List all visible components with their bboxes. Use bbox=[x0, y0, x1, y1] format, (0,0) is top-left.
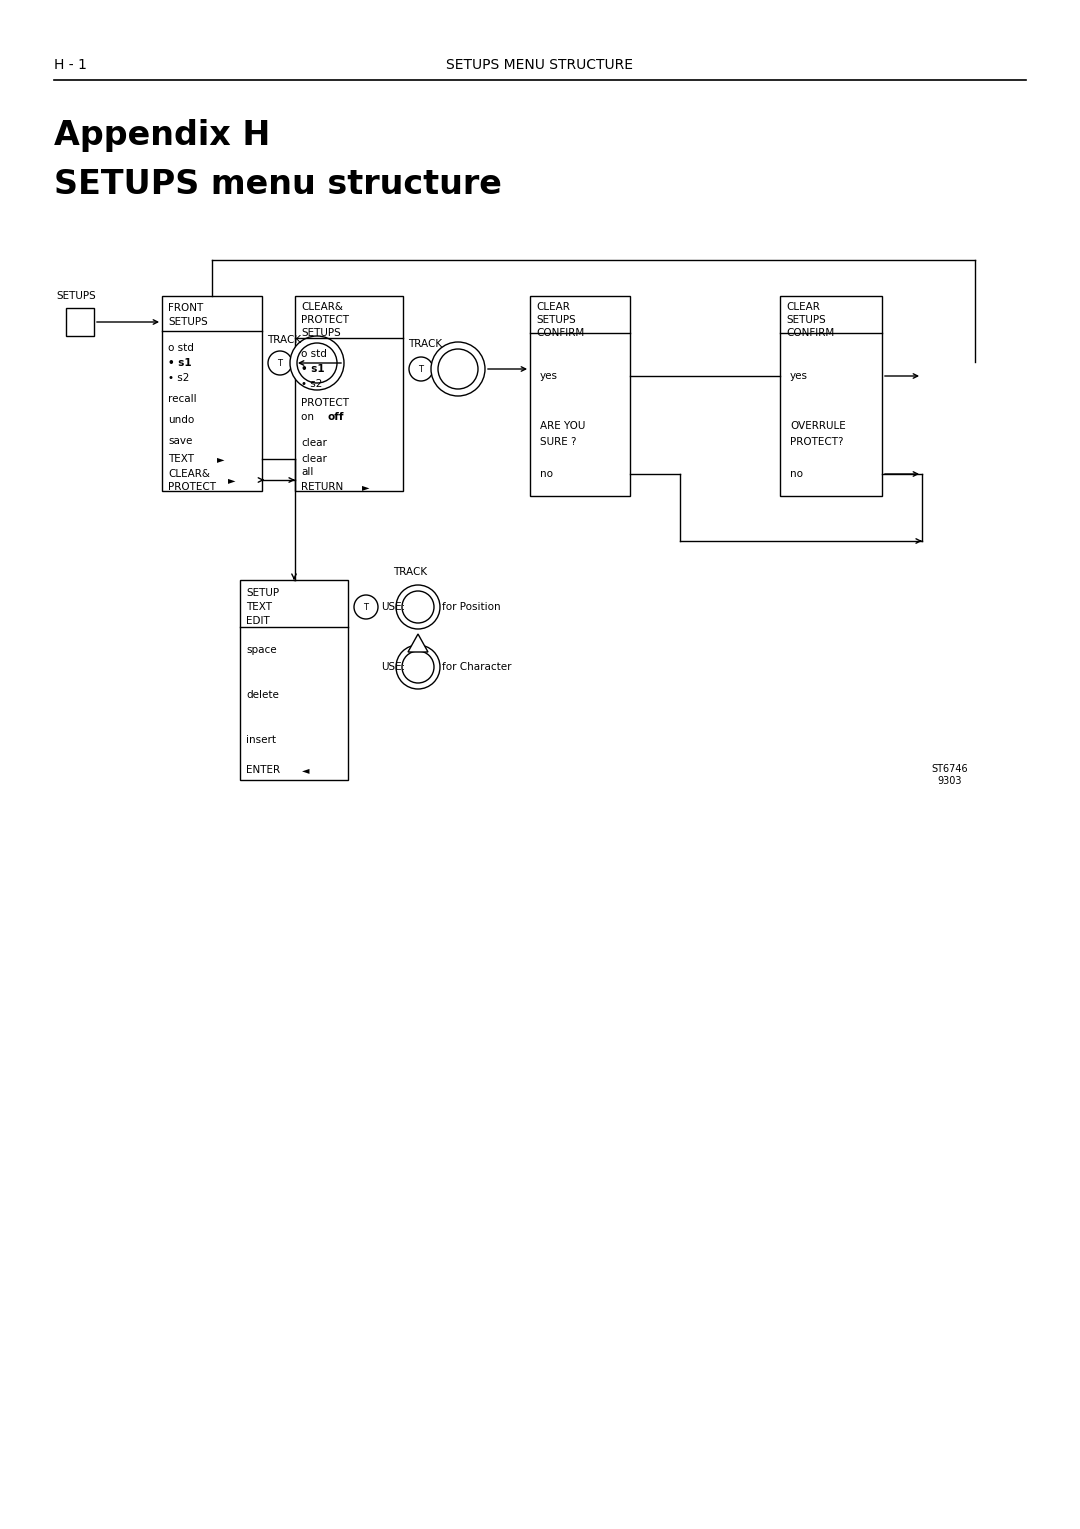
Circle shape bbox=[297, 342, 337, 382]
Text: ►: ► bbox=[228, 476, 235, 485]
Text: SETUPS menu structure: SETUPS menu structure bbox=[54, 168, 502, 202]
Bar bbox=[530, 297, 630, 495]
Text: SETUPS MENU STRUCTURE: SETUPS MENU STRUCTURE bbox=[446, 58, 634, 72]
Circle shape bbox=[291, 336, 345, 390]
Text: T: T bbox=[419, 364, 423, 373]
Text: yes: yes bbox=[540, 372, 558, 381]
Bar bbox=[162, 297, 262, 491]
Text: delete: delete bbox=[246, 690, 279, 700]
Text: T: T bbox=[364, 602, 368, 612]
Text: USE:: USE: bbox=[381, 662, 405, 673]
Text: for Position: for Position bbox=[442, 602, 501, 612]
Text: CONFIRM: CONFIRM bbox=[786, 329, 834, 338]
Text: ENTER: ENTER bbox=[246, 764, 280, 775]
Circle shape bbox=[409, 356, 433, 381]
Text: no: no bbox=[789, 469, 804, 479]
Text: undo: undo bbox=[168, 414, 194, 425]
Text: PROTECT?: PROTECT? bbox=[789, 437, 843, 446]
Text: ►: ► bbox=[217, 454, 225, 463]
Text: all: all bbox=[301, 466, 313, 477]
Text: SETUPS: SETUPS bbox=[786, 315, 826, 326]
Text: • s2: • s2 bbox=[168, 373, 189, 382]
Text: CLEAR&: CLEAR& bbox=[301, 303, 343, 312]
Text: PROTECT: PROTECT bbox=[301, 315, 349, 326]
Text: CLEAR: CLEAR bbox=[786, 303, 820, 312]
Circle shape bbox=[438, 349, 478, 388]
Text: clear: clear bbox=[301, 454, 327, 463]
Text: TRACK: TRACK bbox=[393, 567, 427, 576]
Text: o std: o std bbox=[301, 349, 327, 359]
Text: H - 1: H - 1 bbox=[54, 58, 86, 72]
Text: ST6746
9303: ST6746 9303 bbox=[932, 764, 969, 786]
Text: PROTECT: PROTECT bbox=[301, 398, 349, 408]
Text: CLEAR&: CLEAR& bbox=[168, 469, 210, 479]
Text: SETUPS: SETUPS bbox=[301, 329, 341, 338]
Text: ►: ► bbox=[362, 482, 369, 492]
Text: no: no bbox=[540, 469, 553, 479]
Circle shape bbox=[268, 352, 292, 375]
Text: insert: insert bbox=[246, 735, 276, 745]
Text: CLEAR: CLEAR bbox=[536, 303, 570, 312]
Bar bbox=[66, 307, 94, 336]
Text: SURE ?: SURE ? bbox=[540, 437, 577, 446]
Text: for Character: for Character bbox=[442, 662, 512, 673]
Circle shape bbox=[354, 595, 378, 619]
Text: • s1: • s1 bbox=[168, 358, 191, 368]
Text: SETUP: SETUP bbox=[246, 589, 279, 598]
Text: • s1: • s1 bbox=[301, 364, 325, 375]
Text: Appendix H: Appendix H bbox=[54, 119, 270, 151]
Text: o std: o std bbox=[168, 342, 194, 353]
Text: SETUPS: SETUPS bbox=[56, 291, 96, 301]
Circle shape bbox=[402, 651, 434, 683]
Text: RETURN: RETURN bbox=[301, 482, 343, 492]
Text: off: off bbox=[328, 411, 345, 422]
Text: TEXT: TEXT bbox=[246, 602, 272, 612]
Text: CONFIRM: CONFIRM bbox=[536, 329, 584, 338]
Text: OVERRULE: OVERRULE bbox=[789, 420, 846, 431]
Circle shape bbox=[396, 645, 440, 690]
Text: ARE YOU: ARE YOU bbox=[540, 420, 585, 431]
Circle shape bbox=[431, 342, 485, 396]
Text: recall: recall bbox=[168, 394, 197, 404]
Text: USE:: USE: bbox=[381, 602, 405, 612]
Text: on: on bbox=[301, 411, 318, 422]
Text: yes: yes bbox=[789, 372, 808, 381]
Bar bbox=[295, 297, 403, 491]
Text: T: T bbox=[278, 358, 283, 367]
Text: ◄: ◄ bbox=[302, 764, 310, 775]
Text: SETUPS: SETUPS bbox=[536, 315, 576, 326]
Text: TEXT: TEXT bbox=[168, 454, 194, 463]
Text: FRONT: FRONT bbox=[168, 303, 203, 313]
Polygon shape bbox=[408, 635, 428, 651]
Text: PROTECT: PROTECT bbox=[168, 482, 216, 492]
Text: save: save bbox=[168, 436, 192, 446]
Text: space: space bbox=[246, 645, 276, 654]
Text: • s2: • s2 bbox=[301, 379, 322, 388]
Text: TRACK: TRACK bbox=[267, 335, 301, 346]
Text: SETUPS: SETUPS bbox=[168, 317, 207, 327]
Bar bbox=[240, 579, 348, 780]
Text: clear: clear bbox=[301, 437, 327, 448]
Text: EDIT: EDIT bbox=[246, 616, 270, 625]
Text: TRACK: TRACK bbox=[408, 339, 442, 349]
Bar bbox=[780, 297, 882, 495]
Circle shape bbox=[396, 586, 440, 628]
Circle shape bbox=[402, 592, 434, 622]
